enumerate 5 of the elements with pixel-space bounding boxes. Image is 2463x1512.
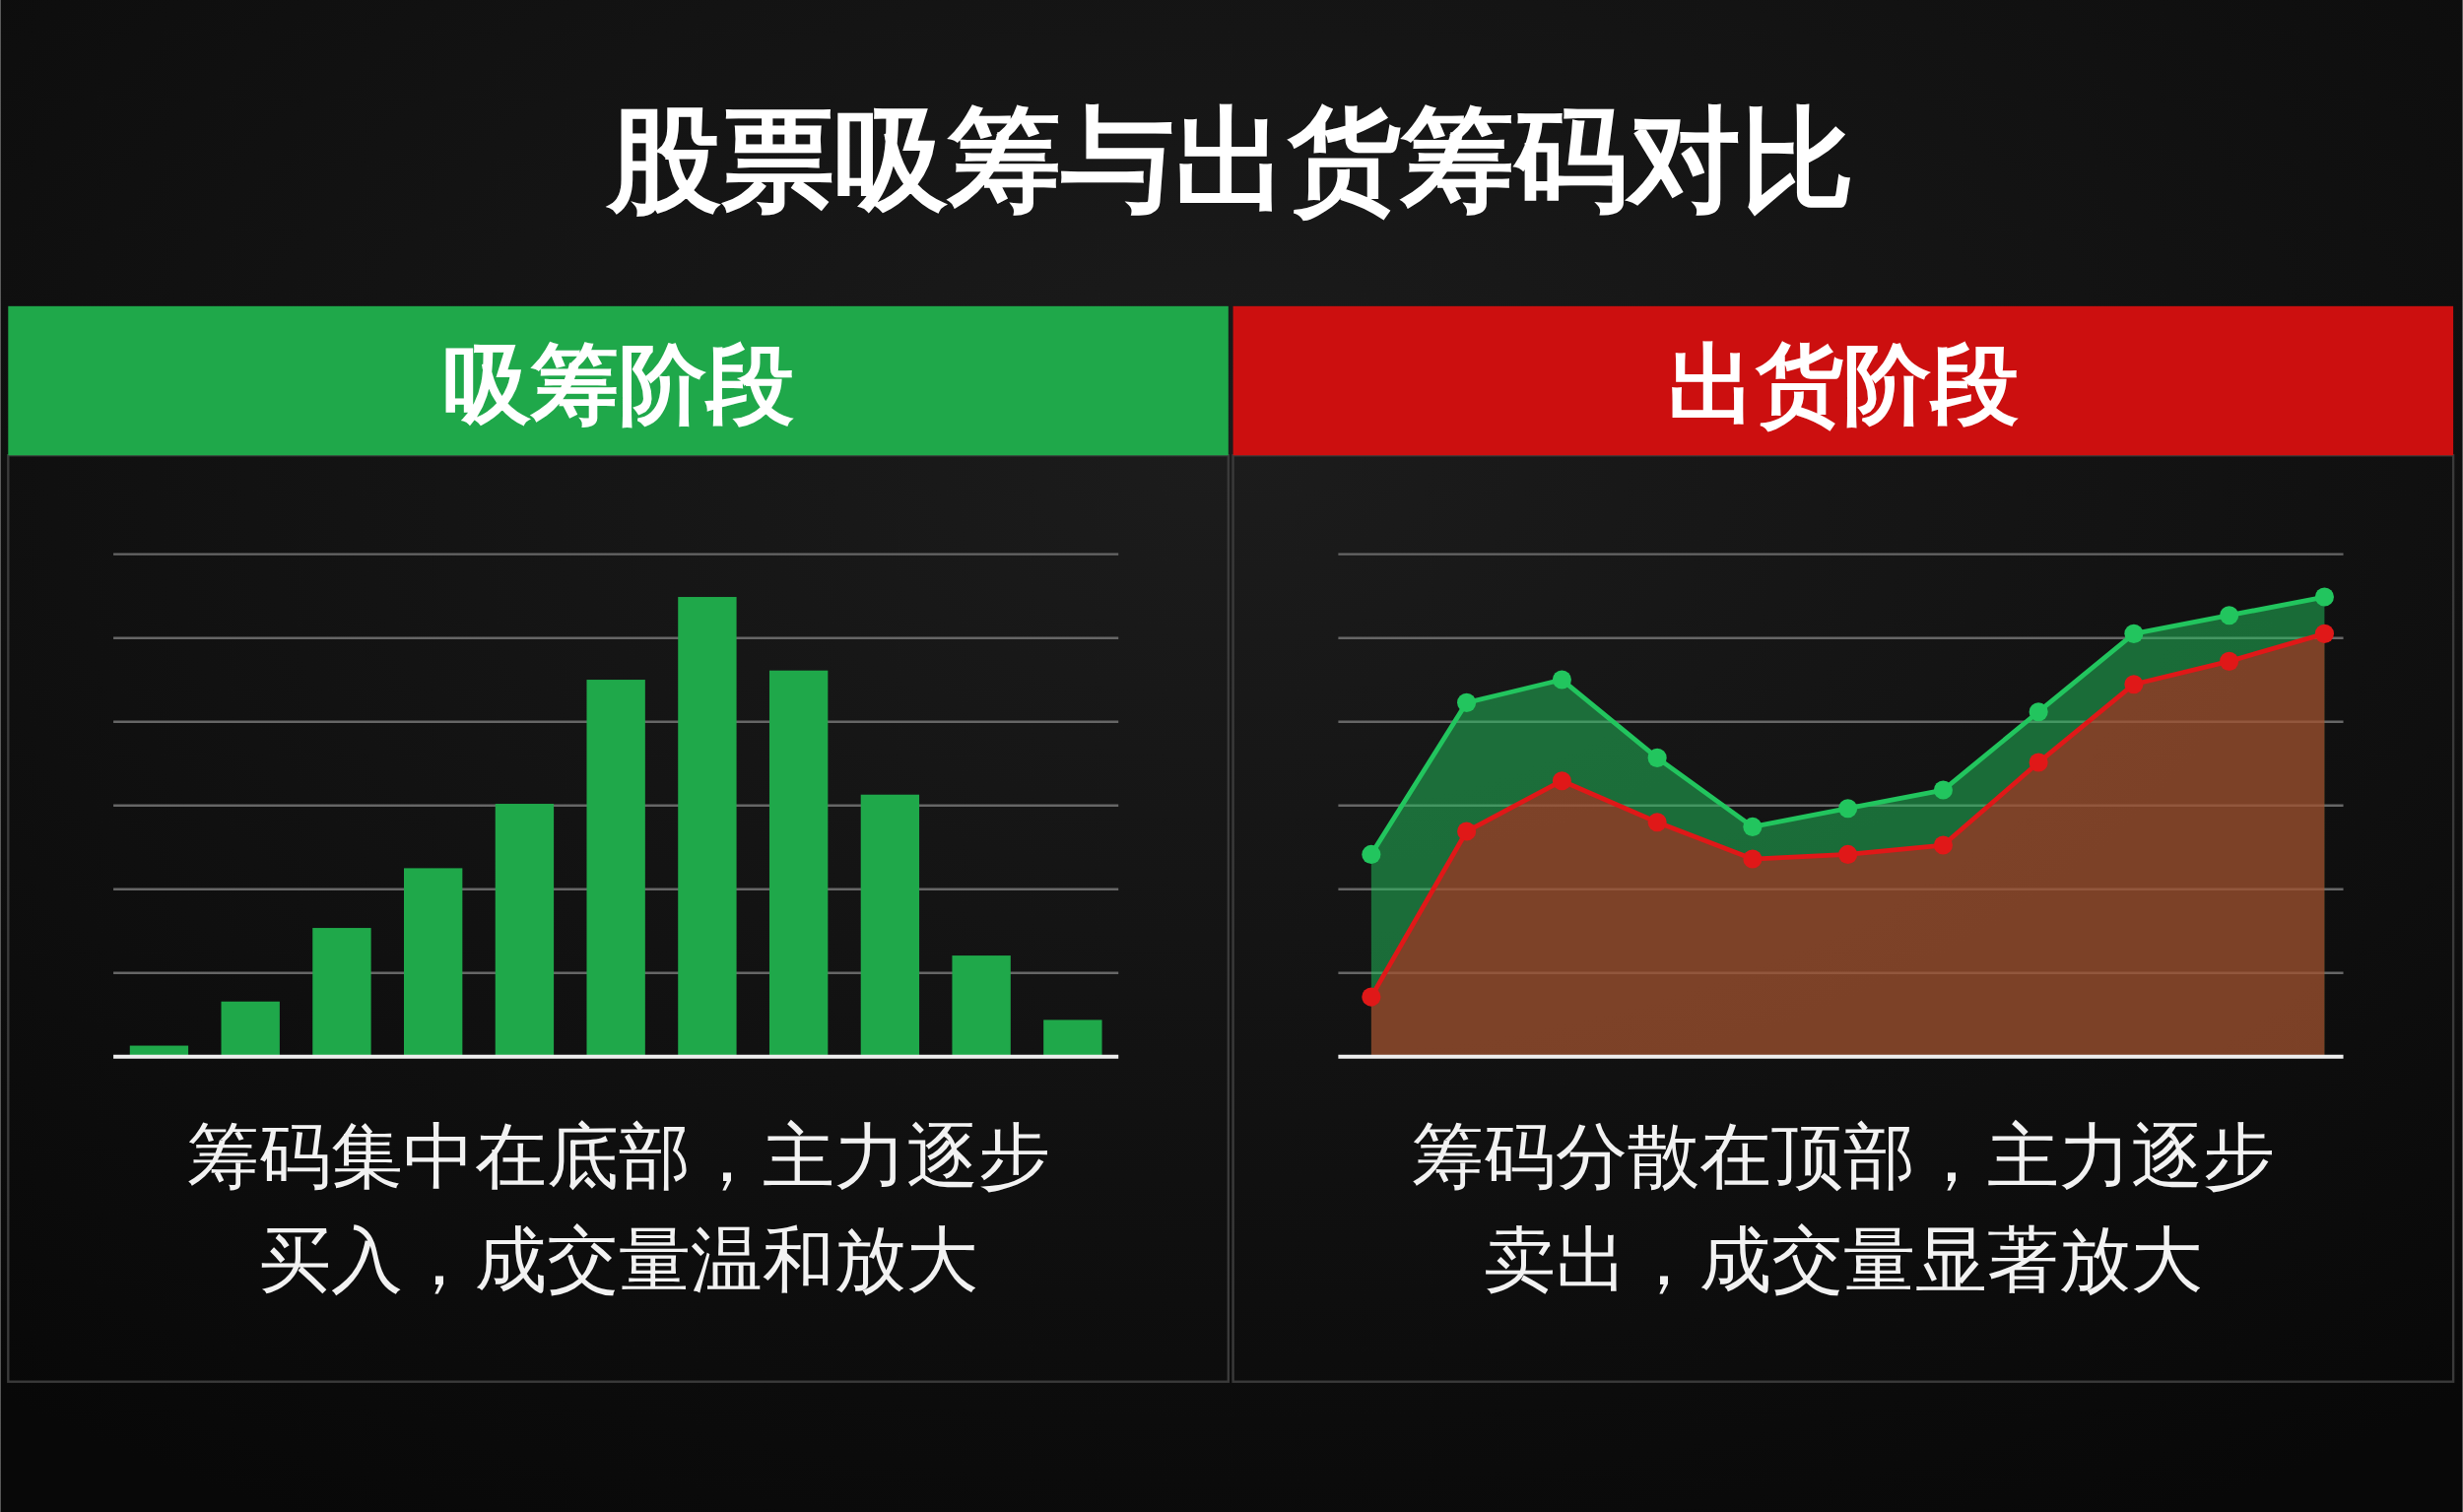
text: 筹码分散在顶部，主力逐步卖出，成交量显著放大 — [1411, 1113, 2275, 1301]
text: 筹码集中在底部，主力逐步买入，成交量温和放大 — [186, 1113, 1050, 1301]
chart-title: 股票吸筹与出货筹码对比 — [605, 94, 1855, 227]
chart-subtitle: 出货阶段 — [1667, 332, 2019, 435]
chart-subtitle: 吸筹阶段 — [442, 332, 794, 435]
